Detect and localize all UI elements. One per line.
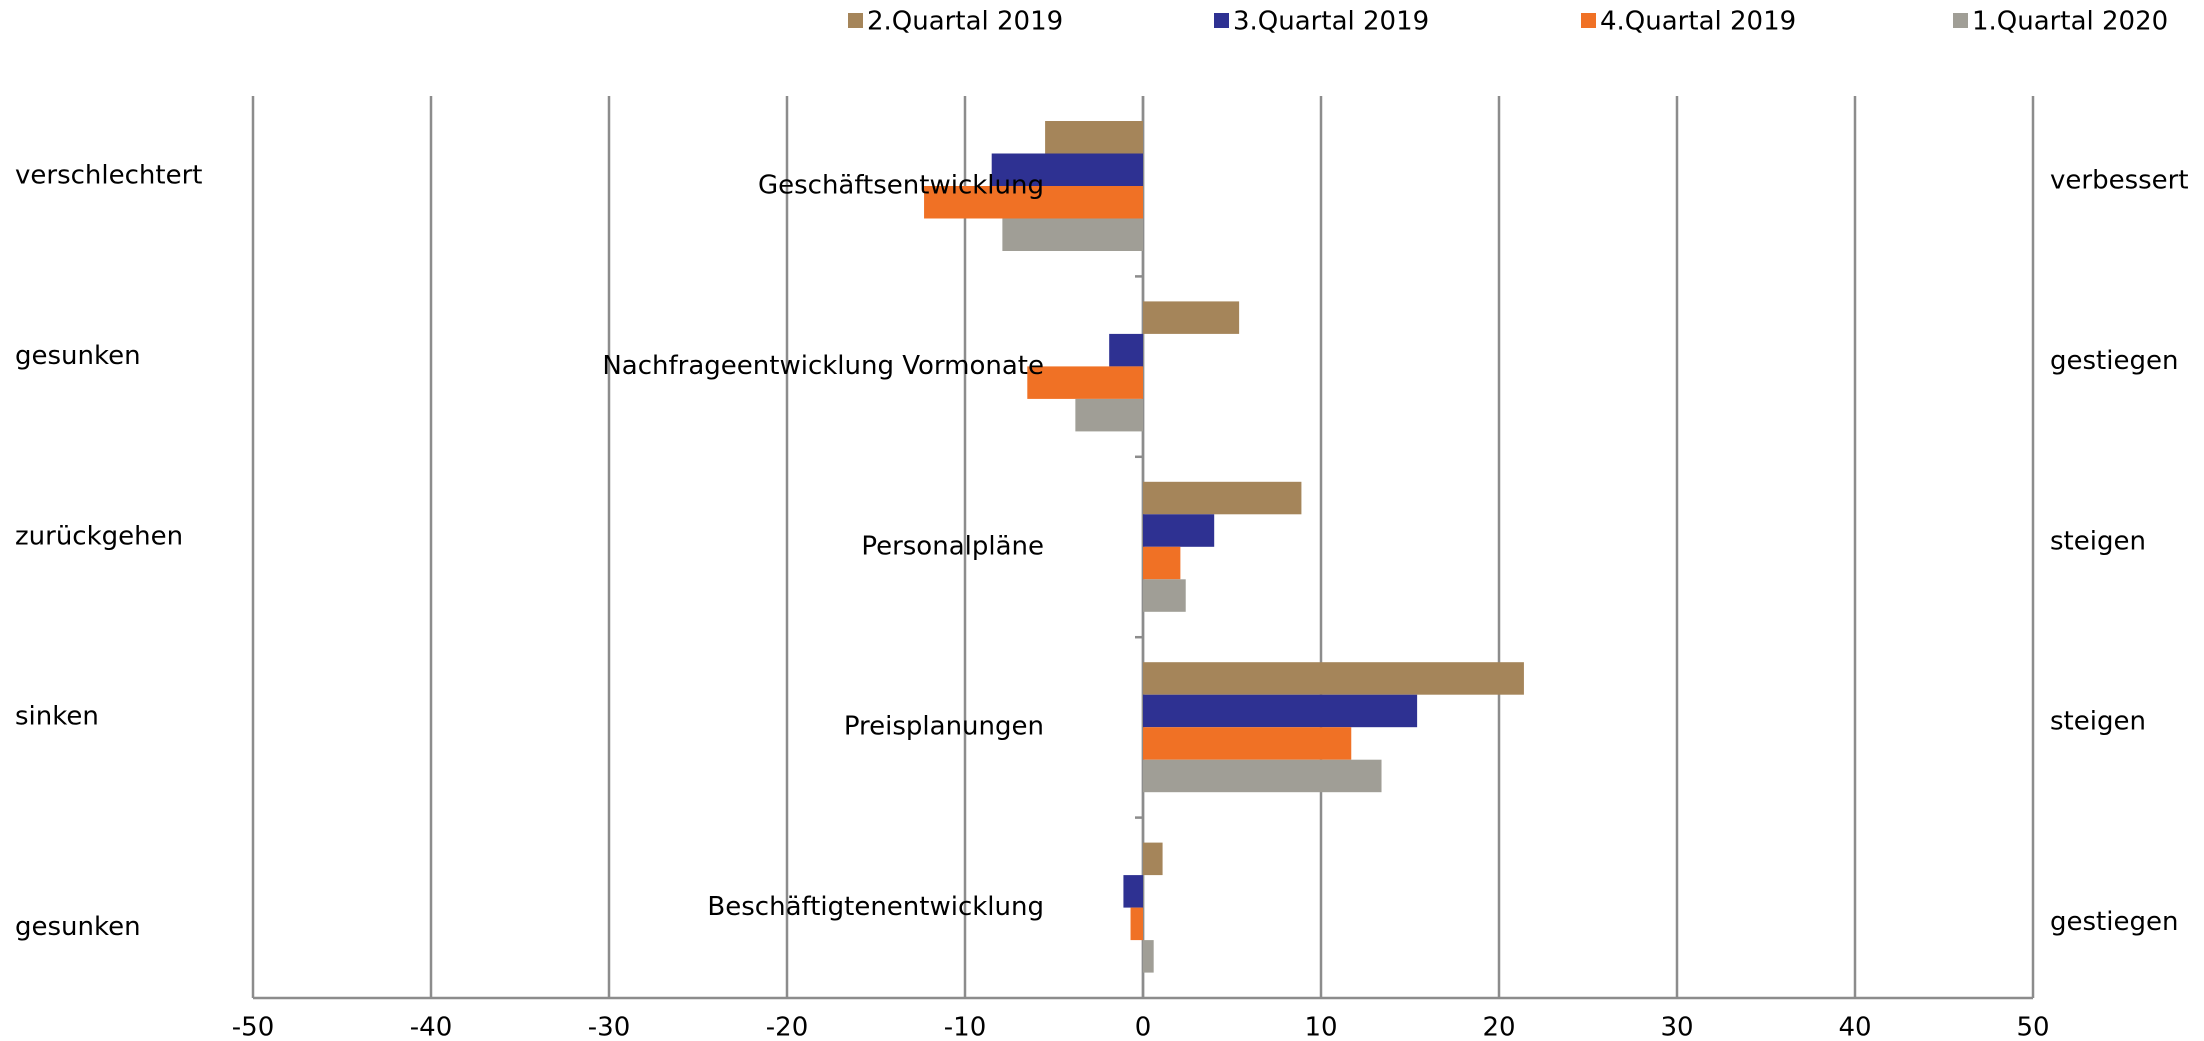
bar (1045, 121, 1143, 154)
right-annotation: steigen (2050, 707, 2146, 737)
category-label: Nachfrageentwicklung Vormonate (602, 351, 1044, 381)
legend-swatch (1953, 13, 1968, 28)
bar (1002, 218, 1143, 251)
x-tick-label: 0 (1135, 1013, 1152, 1041)
category-label: Preisplanungen (844, 712, 1044, 742)
x-tick-label: 40 (1838, 1013, 1871, 1041)
bar (991, 153, 1143, 186)
left-annotation: gesunken (15, 341, 141, 371)
bar (1143, 662, 1524, 695)
bar (1130, 907, 1143, 941)
bar (1143, 940, 1154, 973)
x-tick-label: -40 (410, 1013, 452, 1041)
x-tick-label: -50 (232, 1013, 274, 1041)
left-annotation: sinken (15, 702, 99, 732)
left-annotation: zurückgehen (15, 521, 183, 551)
right-annotation: steigen (2050, 526, 2146, 556)
x-tick-label: 30 (1660, 1013, 1693, 1041)
bar (1075, 398, 1143, 432)
legend-label: 4.Quartal 2019 (1600, 7, 1796, 37)
legend-label: 3.Quartal 2019 (1233, 7, 1429, 37)
x-tick-label: -10 (944, 1013, 986, 1041)
bar (1143, 301, 1240, 334)
legend-swatch (848, 13, 863, 28)
category-label: Geschäftsentwicklung (758, 171, 1044, 201)
x-tick-label: 10 (1304, 1013, 1337, 1041)
bar (1143, 481, 1302, 515)
bar (924, 186, 1143, 219)
legend-swatch (1214, 13, 1229, 28)
bar (1123, 875, 1143, 908)
x-tick-label: -20 (766, 1013, 808, 1041)
x-tick-label: -30 (588, 1013, 630, 1041)
left-annotation: verschlechtert (15, 161, 202, 191)
bar (1143, 727, 1352, 760)
category-label: Personalpläne (861, 531, 1044, 561)
right-annotation: gestiegen (2050, 346, 2178, 376)
category-label: Beschäftigtenentwicklung (707, 892, 1044, 922)
bar (1143, 514, 1215, 547)
right-annotation: gestiegen (2050, 907, 2178, 937)
bar (1143, 694, 1418, 728)
bar (1027, 366, 1143, 399)
legend-label: 2.Quartal 2019 (867, 7, 1063, 37)
bar (1143, 842, 1163, 876)
x-tick-label: 50 (2016, 1013, 2049, 1041)
legend-label: 1.Quartal 2020 (1972, 7, 2168, 37)
right-annotation: verbessert (2050, 166, 2189, 196)
bar (1109, 333, 1143, 367)
bar (1143, 579, 1186, 612)
x-tick-label: 20 (1482, 1013, 1515, 1041)
left-annotation: gesunken (15, 912, 141, 942)
bar (1143, 759, 1382, 793)
legend-swatch (1581, 13, 1596, 28)
bar (1143, 546, 1181, 580)
